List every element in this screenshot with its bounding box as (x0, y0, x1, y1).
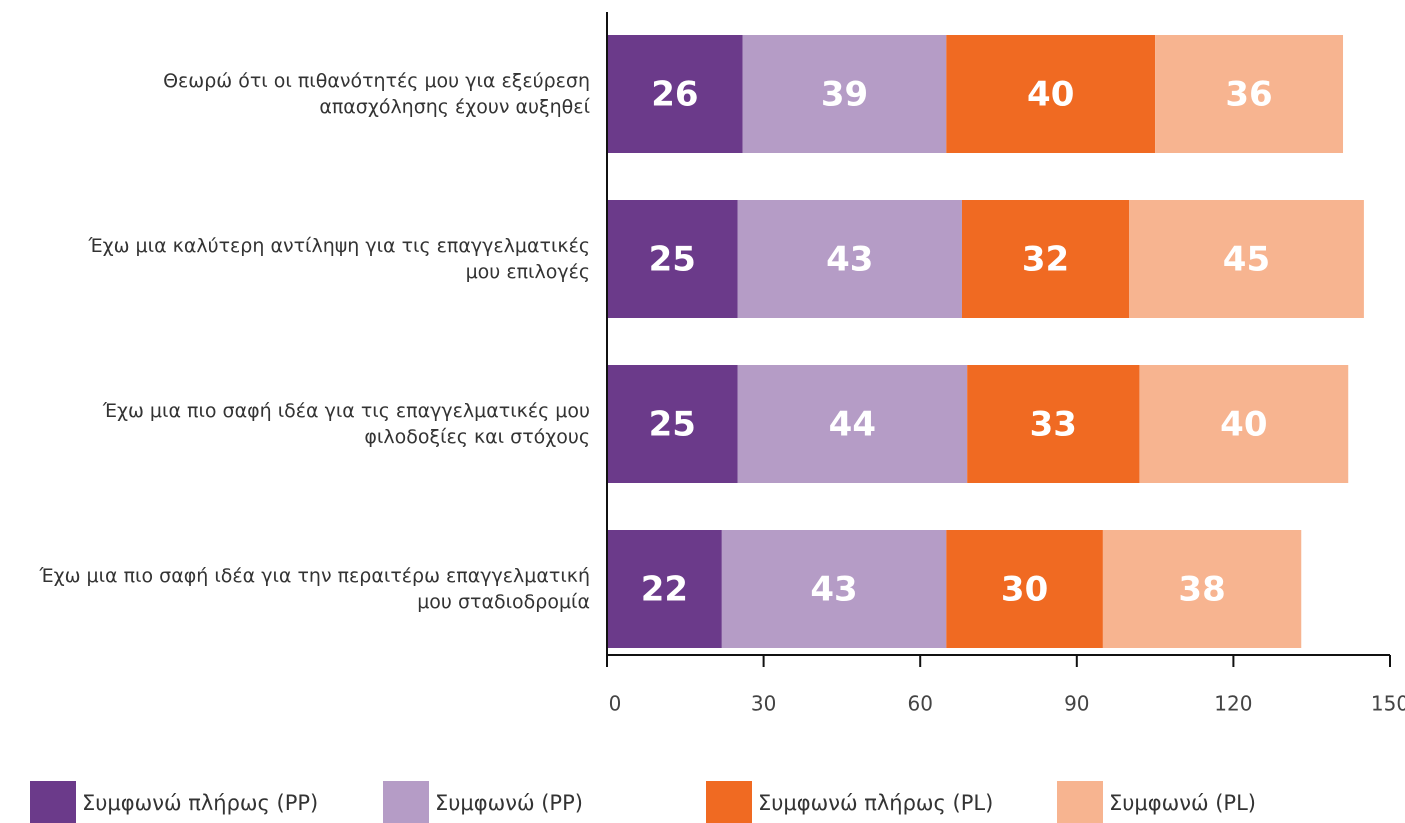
bar-segment (737, 200, 962, 318)
bar-segment (607, 365, 738, 483)
value-label: 36 (1225, 75, 1272, 115)
bar-segment (742, 35, 947, 153)
value-label: 32 (1022, 240, 1069, 280)
bar-segment (1129, 200, 1364, 318)
x-tick-label: 120 (1214, 692, 1252, 716)
category-label: Έχω μια πιο σαφή ιδέα για τις επαγγελματ… (102, 400, 590, 448)
value-label: 43 (826, 240, 873, 280)
bar-segment (607, 200, 738, 318)
x-tick-label: 0 (609, 692, 622, 716)
value-label: 33 (1030, 405, 1077, 445)
category-label: Έχω μια πιο σαφή ιδέα για την περαιτέρω … (38, 565, 590, 613)
value-label: 38 (1178, 570, 1225, 610)
legend-label: Συμφωνώ (PP) (435, 791, 583, 815)
bar-segment (1102, 530, 1302, 648)
x-tick-label: 150 (1371, 692, 1405, 716)
value-label: 39 (821, 75, 868, 115)
value-label: 30 (1001, 570, 1048, 610)
x-tick-label: 60 (907, 692, 932, 716)
bar-segment (946, 530, 1103, 648)
value-label: 45 (1223, 240, 1270, 280)
category-label: Θεωρώ ότι οι πιθανότητές μου για εξεύρεσ… (163, 70, 591, 118)
category-label: Έχω μια καλύτερη αντίληψη για τις επαγγε… (87, 235, 590, 283)
value-label: 26 (651, 75, 698, 115)
bar-segment (967, 365, 1140, 483)
bar-segment (737, 365, 968, 483)
legend-label: Συμφωνώ πλήρως (PP) (82, 791, 318, 815)
bar-segment (961, 200, 1129, 318)
legend-swatch (706, 781, 752, 823)
bar-segment (1155, 35, 1344, 153)
x-tick-label: 90 (1064, 692, 1089, 716)
bar-segment (1139, 365, 1349, 483)
value-label: 43 (810, 570, 857, 610)
value-label: 22 (641, 570, 688, 610)
value-label: 44 (829, 405, 876, 445)
value-label: 25 (649, 405, 696, 445)
bar-segment (607, 35, 743, 153)
bar-segment (946, 35, 1156, 153)
value-label: 25 (649, 240, 696, 280)
value-label: 40 (1220, 405, 1267, 445)
legend-swatch (1057, 781, 1103, 823)
legend-swatch (383, 781, 429, 823)
value-label: 40 (1027, 75, 1074, 115)
legend-label: Συμφωνώ πλήρως (PL) (758, 791, 993, 815)
legend-swatch (30, 781, 76, 823)
bar-segment (607, 530, 722, 648)
legend-label: Συμφωνώ (PL) (1109, 791, 1256, 815)
x-tick-label: 30 (751, 692, 776, 716)
bar-segment (721, 530, 947, 648)
